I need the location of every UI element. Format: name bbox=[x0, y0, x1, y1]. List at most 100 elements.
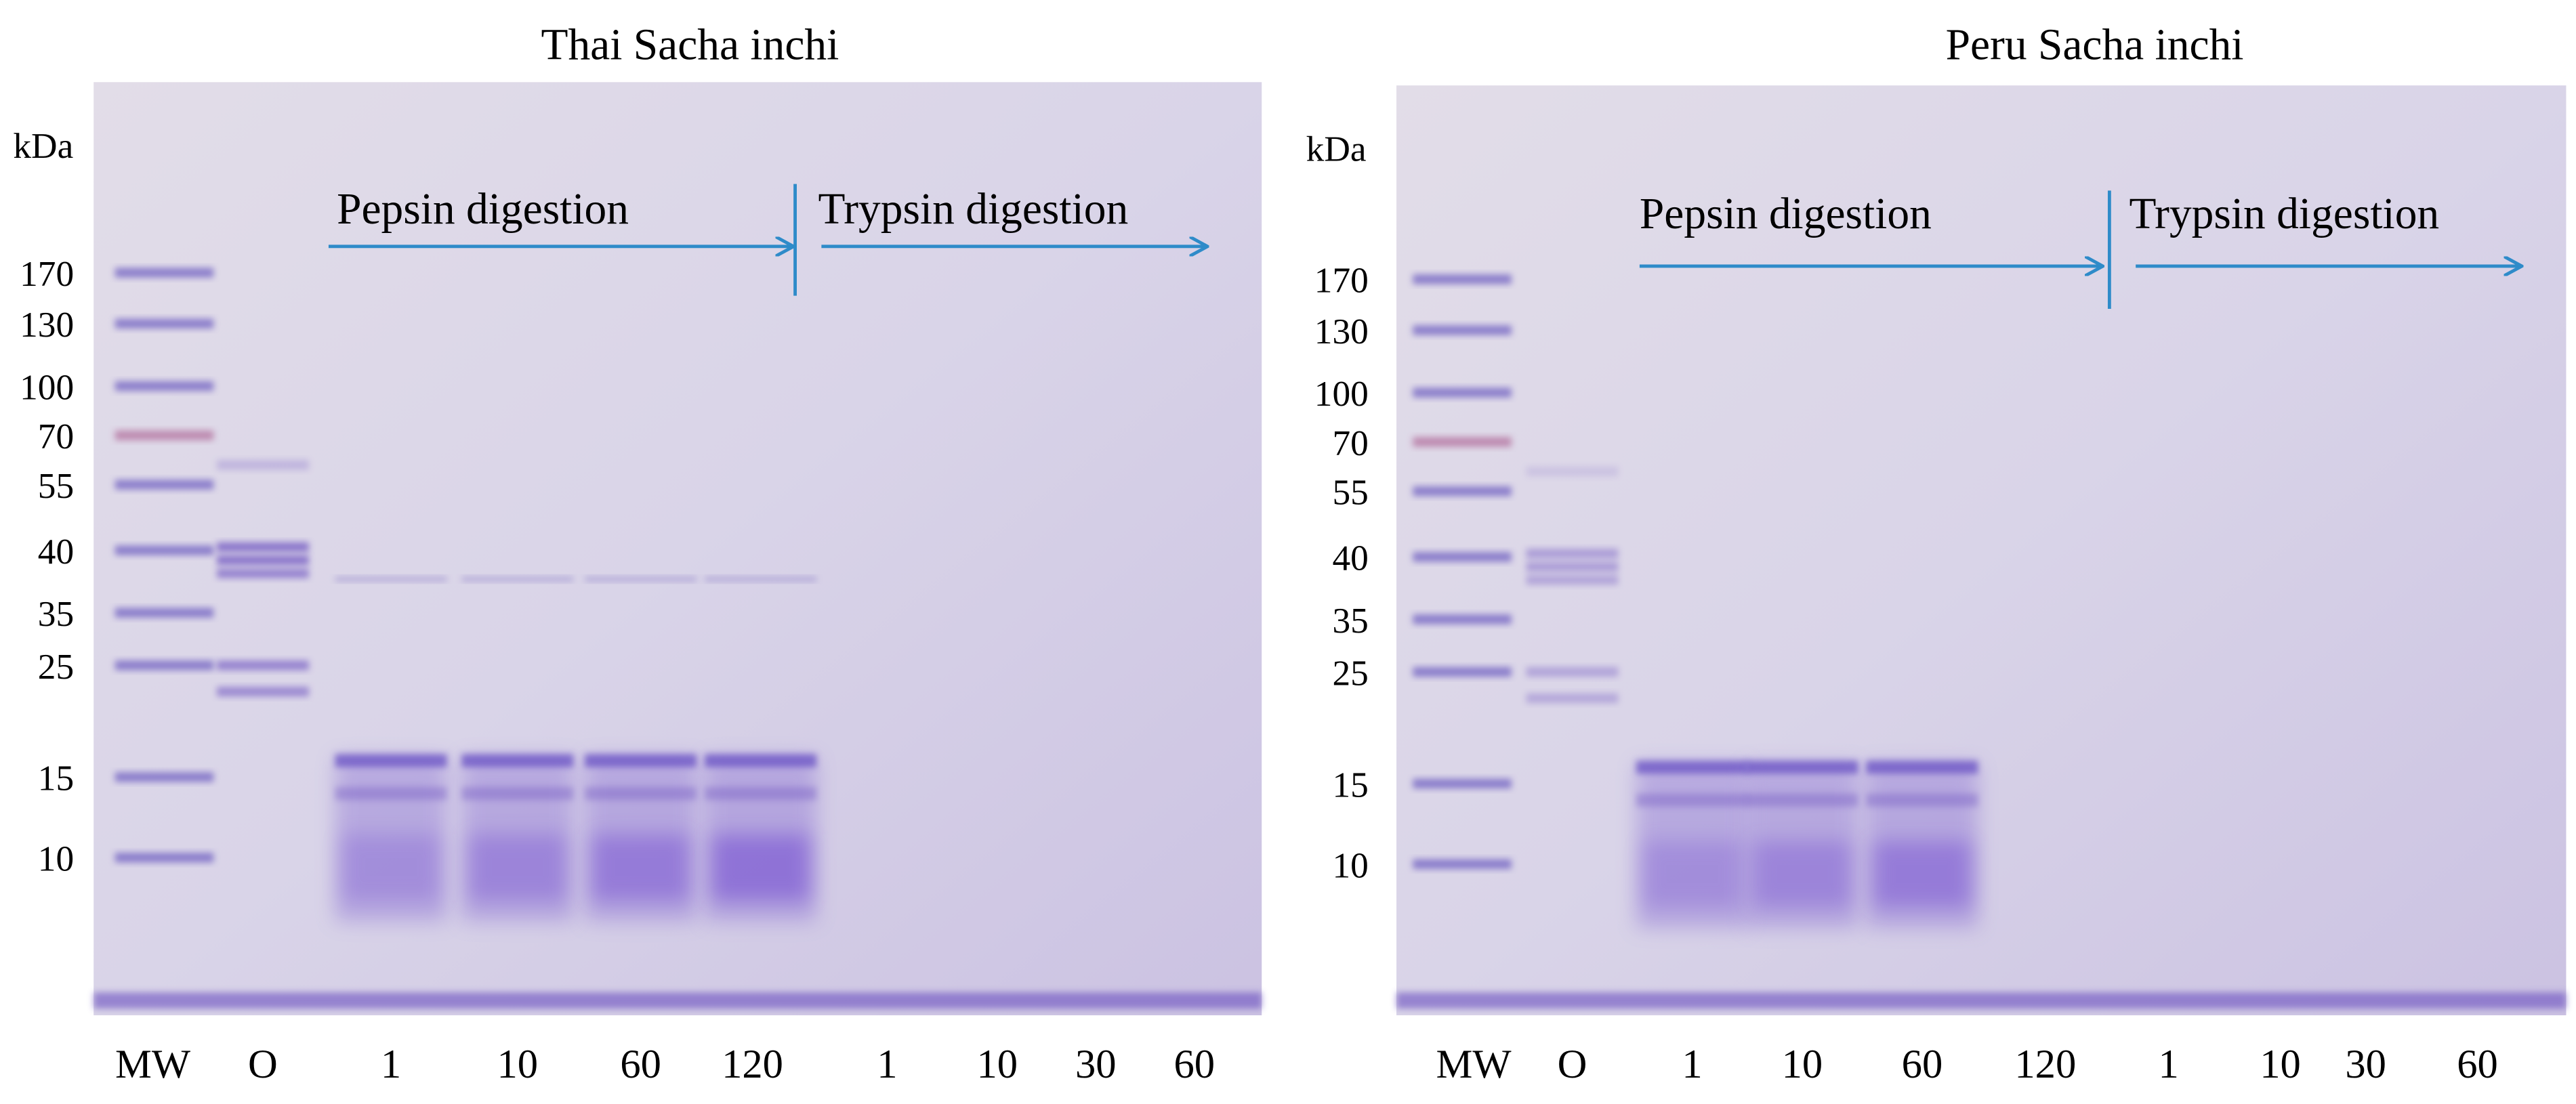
marker-label: 40 bbox=[1332, 538, 1368, 578]
marker-label: 70 bbox=[38, 416, 74, 457]
ladder-band bbox=[1413, 325, 1512, 335]
trypsin-label: Trypsin digestion bbox=[2129, 190, 2439, 238]
ladder-band bbox=[115, 660, 214, 671]
digest-low bbox=[1642, 841, 1742, 907]
faint-band bbox=[705, 576, 817, 582]
lane-label: MW bbox=[1436, 1042, 1512, 1087]
ladder-band bbox=[1413, 666, 1512, 677]
marker-label: 55 bbox=[1332, 472, 1368, 513]
ladder-band bbox=[115, 430, 214, 441]
lane-label: 1 bbox=[2159, 1042, 2179, 1087]
ladder-band bbox=[115, 381, 214, 391]
lane-label: 60 bbox=[1173, 1042, 1215, 1087]
sample-band bbox=[217, 660, 309, 671]
marker-label: 15 bbox=[1332, 764, 1368, 805]
marker-label: 10 bbox=[1332, 845, 1368, 885]
lane-label: 10 bbox=[1782, 1042, 1823, 1087]
lane-label: MW bbox=[115, 1042, 191, 1087]
lane-label: 10 bbox=[977, 1042, 1018, 1087]
marker-label: 70 bbox=[1332, 423, 1368, 463]
sample-band bbox=[217, 460, 309, 470]
digest-band bbox=[585, 754, 697, 767]
lane-label: 30 bbox=[1075, 1042, 1117, 1087]
digest-band bbox=[1746, 793, 1858, 807]
marker-label: 15 bbox=[38, 758, 74, 799]
digest-band bbox=[1866, 761, 1978, 774]
digest-low bbox=[468, 834, 567, 901]
gel-bottom-edge bbox=[94, 992, 1262, 1009]
lane-label: 10 bbox=[2260, 1042, 2301, 1087]
lane-label: 60 bbox=[620, 1042, 661, 1087]
sample-band bbox=[217, 686, 309, 697]
sample-band bbox=[1526, 561, 1619, 572]
sample-band bbox=[1526, 549, 1619, 559]
sample-band bbox=[217, 555, 309, 566]
digest-band bbox=[461, 754, 574, 767]
marker-label: 130 bbox=[1314, 311, 1369, 352]
digest-band bbox=[1746, 761, 1858, 774]
sample-band bbox=[1526, 574, 1619, 585]
lane-label: 30 bbox=[2345, 1042, 2386, 1087]
trypsin-label: Trypsin digestion bbox=[818, 185, 1129, 234]
marker-label: 25 bbox=[1332, 652, 1368, 693]
lane-label: 10 bbox=[497, 1042, 538, 1087]
ladder-band bbox=[1413, 859, 1512, 870]
marker-label: 10 bbox=[38, 838, 74, 879]
digest-band bbox=[335, 754, 447, 767]
marker-label: 100 bbox=[20, 366, 74, 407]
lane-label: 1 bbox=[1682, 1042, 1702, 1087]
ladder-band bbox=[1413, 437, 1512, 447]
panel-title: Peru Sacha inchi bbox=[1946, 20, 2244, 69]
ladder-band bbox=[115, 318, 214, 329]
lane-label: O bbox=[248, 1042, 278, 1087]
gel-bottom-edge bbox=[1396, 992, 2567, 1009]
digest-band bbox=[1866, 793, 1978, 807]
pepsin-label: Pepsin digestion bbox=[1640, 190, 1932, 238]
ladder-band bbox=[1413, 486, 1512, 496]
lane-label: 120 bbox=[2014, 1042, 2076, 1087]
ladder-band bbox=[115, 480, 214, 490]
marker-label: 35 bbox=[38, 593, 74, 634]
lane-label: 120 bbox=[722, 1042, 783, 1087]
ladder-band bbox=[115, 852, 214, 863]
digest-band bbox=[335, 786, 447, 801]
marker-label: 100 bbox=[1314, 373, 1369, 414]
digest-band bbox=[1636, 793, 1748, 807]
digest-low bbox=[711, 834, 810, 901]
lane-label: 1 bbox=[877, 1042, 897, 1087]
marker-label: 40 bbox=[38, 531, 74, 572]
marker-label: 25 bbox=[38, 646, 74, 687]
faint-band bbox=[335, 576, 447, 582]
unit-label: kDa bbox=[13, 125, 73, 166]
sample-band bbox=[1526, 666, 1619, 677]
marker-label: 55 bbox=[38, 465, 74, 506]
sample-band bbox=[217, 568, 309, 578]
gel-panel bbox=[1396, 85, 2567, 1016]
faint-band bbox=[461, 576, 574, 582]
sample-band bbox=[1526, 693, 1619, 704]
lane-label: 1 bbox=[381, 1042, 401, 1087]
pepsin-label: Pepsin digestion bbox=[337, 185, 629, 234]
digest-low bbox=[1873, 841, 1972, 907]
lane-label: 60 bbox=[1902, 1042, 1943, 1087]
ladder-band bbox=[115, 545, 214, 555]
ladder-band bbox=[115, 772, 214, 782]
lane-label: O bbox=[1558, 1042, 1587, 1087]
panel-title: Thai Sacha inchi bbox=[541, 20, 839, 69]
digest-band bbox=[461, 786, 574, 801]
digest-low bbox=[1753, 841, 1852, 907]
marker-label: 170 bbox=[20, 253, 74, 294]
ladder-band bbox=[1413, 274, 1512, 284]
lane-label: 60 bbox=[2457, 1042, 2498, 1087]
sample-band bbox=[1526, 466, 1619, 477]
gel-panel bbox=[94, 82, 1262, 1016]
marker-label: 170 bbox=[1314, 260, 1369, 301]
unit-label: kDa bbox=[1306, 129, 1367, 169]
digest-band bbox=[585, 786, 697, 801]
digest-low bbox=[591, 834, 690, 901]
sample-band bbox=[217, 542, 309, 552]
marker-label: 130 bbox=[20, 304, 74, 345]
marker-label: 35 bbox=[1332, 600, 1368, 641]
ladder-band bbox=[1413, 552, 1512, 562]
